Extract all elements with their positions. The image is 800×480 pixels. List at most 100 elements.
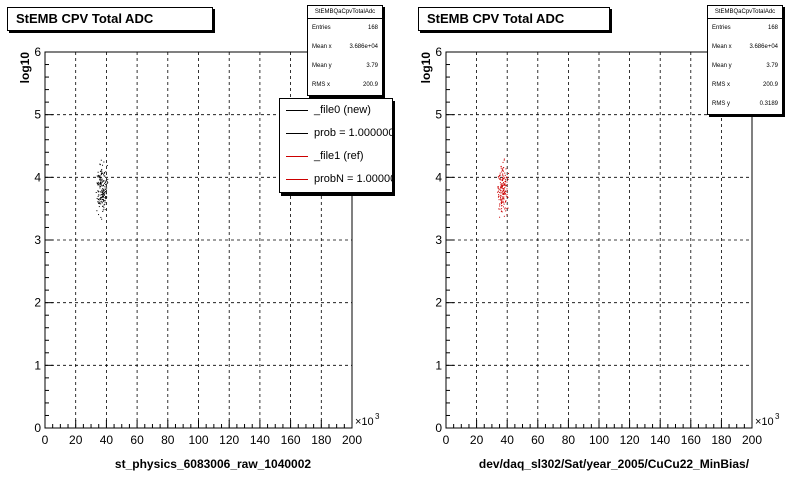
data-point bbox=[506, 207, 508, 209]
data-point bbox=[105, 180, 107, 182]
data-point bbox=[101, 194, 103, 196]
data-point bbox=[504, 184, 506, 186]
data-point bbox=[501, 179, 503, 181]
data-point bbox=[506, 188, 508, 190]
data-point bbox=[106, 183, 108, 185]
y-tick-label: 2 bbox=[34, 296, 41, 310]
x-tick-label: 120 bbox=[219, 433, 239, 447]
data-point bbox=[502, 167, 504, 169]
data-point bbox=[98, 206, 100, 208]
data-point bbox=[502, 206, 504, 208]
x-tick-label: 140 bbox=[250, 433, 270, 447]
data-point bbox=[501, 185, 503, 187]
y-tick-label: 1 bbox=[435, 358, 442, 372]
data-point bbox=[500, 210, 502, 212]
data-point bbox=[500, 184, 502, 186]
data-point bbox=[105, 189, 107, 191]
data-point bbox=[103, 180, 105, 182]
data-point bbox=[102, 195, 104, 197]
data-point bbox=[103, 195, 105, 197]
data-point bbox=[501, 186, 503, 188]
y-axis-label: log10 bbox=[18, 52, 32, 84]
data-point bbox=[106, 180, 108, 182]
data-point bbox=[103, 193, 105, 195]
data-point bbox=[103, 194, 105, 196]
data-point bbox=[103, 204, 105, 206]
data-point bbox=[104, 201, 106, 203]
data-point bbox=[97, 191, 99, 193]
data-point bbox=[501, 187, 503, 189]
legend-entry-file0: _file0 (new) bbox=[280, 99, 392, 122]
data-point bbox=[103, 194, 105, 196]
data-point bbox=[505, 190, 507, 192]
data-point bbox=[105, 190, 107, 192]
data-point bbox=[101, 168, 103, 170]
data-point bbox=[104, 175, 106, 177]
stats-row-mean-y: Mean y 3.79 bbox=[712, 63, 778, 69]
data-point bbox=[502, 180, 504, 182]
data-point bbox=[100, 183, 102, 185]
data-point bbox=[501, 183, 503, 185]
data-point bbox=[505, 168, 507, 170]
data-point bbox=[501, 200, 503, 202]
data-point bbox=[503, 202, 505, 204]
data-point bbox=[497, 186, 499, 188]
data-point bbox=[503, 194, 505, 196]
stats-row-rms-x: RMS x 200.9 bbox=[312, 82, 378, 88]
legend-entry-file1: _file1 (ref) bbox=[280, 145, 392, 168]
data-point bbox=[100, 170, 102, 172]
data-point bbox=[102, 205, 104, 207]
data-point bbox=[103, 192, 105, 194]
data-point bbox=[500, 165, 502, 167]
data-point bbox=[98, 202, 100, 204]
x-tick-label: 20 bbox=[470, 433, 484, 447]
data-point bbox=[96, 210, 98, 212]
data-point bbox=[503, 198, 505, 200]
data-point bbox=[499, 172, 501, 174]
data-point bbox=[96, 182, 98, 184]
data-point bbox=[96, 197, 98, 199]
x-tick-label: 100 bbox=[188, 433, 208, 447]
chart-title-left: StEMB CPV Total ADC bbox=[7, 7, 213, 31]
data-point bbox=[97, 201, 99, 203]
stats-row-rms-x: RMS x 200.9 bbox=[712, 82, 778, 88]
data-point bbox=[99, 175, 101, 177]
data-point bbox=[101, 218, 103, 220]
data-point bbox=[104, 198, 106, 200]
data-point bbox=[500, 186, 502, 188]
data-point bbox=[503, 184, 505, 186]
data-point bbox=[501, 208, 503, 210]
data-point bbox=[498, 174, 500, 176]
data-point bbox=[100, 159, 102, 161]
data-point bbox=[502, 188, 504, 190]
data-point bbox=[502, 174, 504, 176]
data-point bbox=[104, 186, 106, 188]
data-point bbox=[505, 185, 507, 187]
data-point bbox=[502, 182, 504, 184]
x-exponent-label: ×10 bbox=[755, 416, 774, 428]
data-point bbox=[500, 174, 502, 176]
y-tick-label: 6 bbox=[435, 45, 442, 59]
data-point bbox=[503, 196, 505, 198]
data-point bbox=[101, 178, 103, 180]
data-point bbox=[506, 196, 508, 198]
data-point bbox=[498, 177, 500, 179]
data-point bbox=[503, 177, 505, 179]
data-point bbox=[503, 203, 505, 205]
data-point bbox=[503, 158, 505, 160]
data-point bbox=[502, 192, 504, 194]
data-point bbox=[502, 197, 504, 199]
data-point bbox=[102, 181, 104, 183]
data-point bbox=[95, 192, 97, 194]
data-point bbox=[106, 196, 108, 198]
data-point bbox=[498, 208, 500, 210]
data-point bbox=[102, 189, 104, 191]
data-point bbox=[501, 204, 503, 206]
data-point bbox=[498, 188, 500, 190]
data-point bbox=[102, 191, 104, 193]
data-point bbox=[103, 184, 105, 186]
data-point bbox=[102, 198, 104, 200]
data-point bbox=[101, 197, 103, 199]
stats-box-right: StEMBQaCpvTotalAdc Entries 168 Mean x 3.68… bbox=[707, 5, 783, 115]
data-point bbox=[99, 170, 101, 172]
